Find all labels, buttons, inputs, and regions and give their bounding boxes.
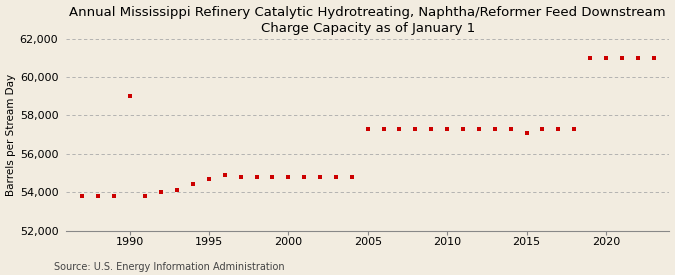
Point <box>108 194 119 198</box>
Point <box>283 175 294 179</box>
Point <box>140 194 151 198</box>
Point <box>92 194 103 198</box>
Point <box>473 126 484 131</box>
Point <box>362 126 373 131</box>
Point <box>378 126 389 131</box>
Point <box>394 126 405 131</box>
Point <box>236 175 246 179</box>
Point <box>156 190 167 194</box>
Point <box>124 94 135 98</box>
Point <box>601 56 612 60</box>
Point <box>553 126 564 131</box>
Point <box>410 126 421 131</box>
Point <box>188 182 198 187</box>
Title: Annual Mississippi Refinery Catalytic Hydrotreating, Naphtha/Reformer Feed Downs: Annual Mississippi Refinery Catalytic Hy… <box>70 6 666 35</box>
Point <box>585 56 595 60</box>
Point <box>331 175 342 179</box>
Point <box>267 175 278 179</box>
Point <box>346 175 357 179</box>
Point <box>76 194 87 198</box>
Point <box>506 126 516 131</box>
Point <box>537 126 548 131</box>
Point <box>315 175 325 179</box>
Point <box>521 130 532 135</box>
Point <box>426 126 437 131</box>
Point <box>251 175 262 179</box>
Point <box>219 173 230 177</box>
Point <box>441 126 452 131</box>
Point <box>171 188 182 192</box>
Text: Source: U.S. Energy Information Administration: Source: U.S. Energy Information Administ… <box>54 262 285 272</box>
Point <box>616 56 627 60</box>
Point <box>632 56 643 60</box>
Point <box>203 177 214 181</box>
Point <box>458 126 468 131</box>
Point <box>648 56 659 60</box>
Y-axis label: Barrels per Stream Day: Barrels per Stream Day <box>5 73 16 196</box>
Point <box>299 175 310 179</box>
Point <box>489 126 500 131</box>
Point <box>569 126 580 131</box>
